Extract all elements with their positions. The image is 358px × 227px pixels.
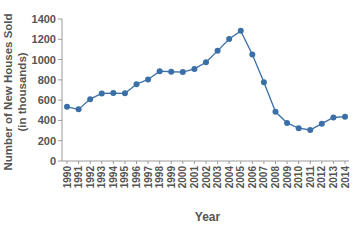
x-tick [321,161,322,164]
x-tick-label: 1999 [166,166,177,189]
x-tick-label: 1992 [85,166,96,189]
x-tick-label: 1997 [143,166,154,189]
x-tick-label: 1990 [62,166,73,189]
x-tick-label: 2007 [258,166,269,189]
x-tick [240,161,241,164]
y-tick-label: 1400 [32,13,56,25]
y-tick-label: 400 [38,114,56,126]
x-tick [124,161,125,164]
y-tick [58,39,62,40]
x-tick [113,161,114,164]
x-tick [101,161,102,164]
x-tick [333,161,334,164]
x-tick [78,161,79,164]
y-axis-title: (in thousands) [16,52,28,131]
x-tick-label: 1991 [73,166,84,189]
data-line [67,31,345,130]
y-axis-title: Number of New Houses Sold [2,13,14,170]
x-tick [67,161,68,164]
x-tick-label: 2013 [328,166,339,189]
x-tick [229,161,230,164]
x-tick-label: 1998 [154,166,165,189]
x-tick [275,161,276,164]
y-tick-label: 1000 [32,54,56,66]
y-tick [58,59,62,60]
x-tick-label: 1995 [119,166,130,189]
y-axis [62,19,63,161]
y-tick [58,140,62,141]
x-tick [298,161,299,164]
x-tick [287,161,288,164]
y-tick [58,120,62,121]
y-tick-label: 800 [38,74,56,86]
y-tick-label: 0 [50,155,56,167]
x-tick-label: 2008 [270,166,281,189]
x-tick [182,161,183,164]
plot-area [64,28,348,133]
x-tick [148,161,149,164]
x-tick [194,161,195,164]
x-tick-label: 2001 [189,166,200,189]
y-tick-label: 1200 [32,33,56,45]
x-tick-label: 1994 [108,166,119,189]
x-tick [310,161,311,164]
y-tick-label: 600 [38,94,56,106]
x-tick-label: 2011 [305,166,316,188]
x-tick-label: 2014 [340,166,351,189]
x-tick-label: 2005 [235,166,246,189]
x-tick-label: 2002 [201,166,212,189]
x-tick-label: 2006 [247,166,258,189]
y-tick-label: 200 [38,135,56,147]
x-tick [345,161,346,164]
x-tick-label: 2009 [282,166,293,189]
x-tick [206,161,207,164]
x-axis-title: Year [195,210,221,224]
y-tick [58,161,62,162]
x-tick [217,161,218,164]
x-tick [263,161,264,164]
x-tick-label: 1996 [131,166,142,189]
x-tick-label: 2000 [177,166,188,189]
x-tick [171,161,172,164]
x-tick-label: 1993 [96,166,107,189]
x-tick [252,161,253,164]
x-tick-label: 2004 [224,166,235,189]
x-tick-label: 2010 [293,166,304,189]
x-tick-label: 2003 [212,166,223,189]
x-tick [159,161,160,164]
y-tick [58,100,62,101]
chart: 0200400600800100012001400199019911992199… [0,0,358,227]
x-tick [90,161,91,164]
y-tick [58,19,62,20]
y-tick [58,79,62,80]
x-tick-label: 2012 [316,166,327,189]
x-tick [136,161,137,164]
